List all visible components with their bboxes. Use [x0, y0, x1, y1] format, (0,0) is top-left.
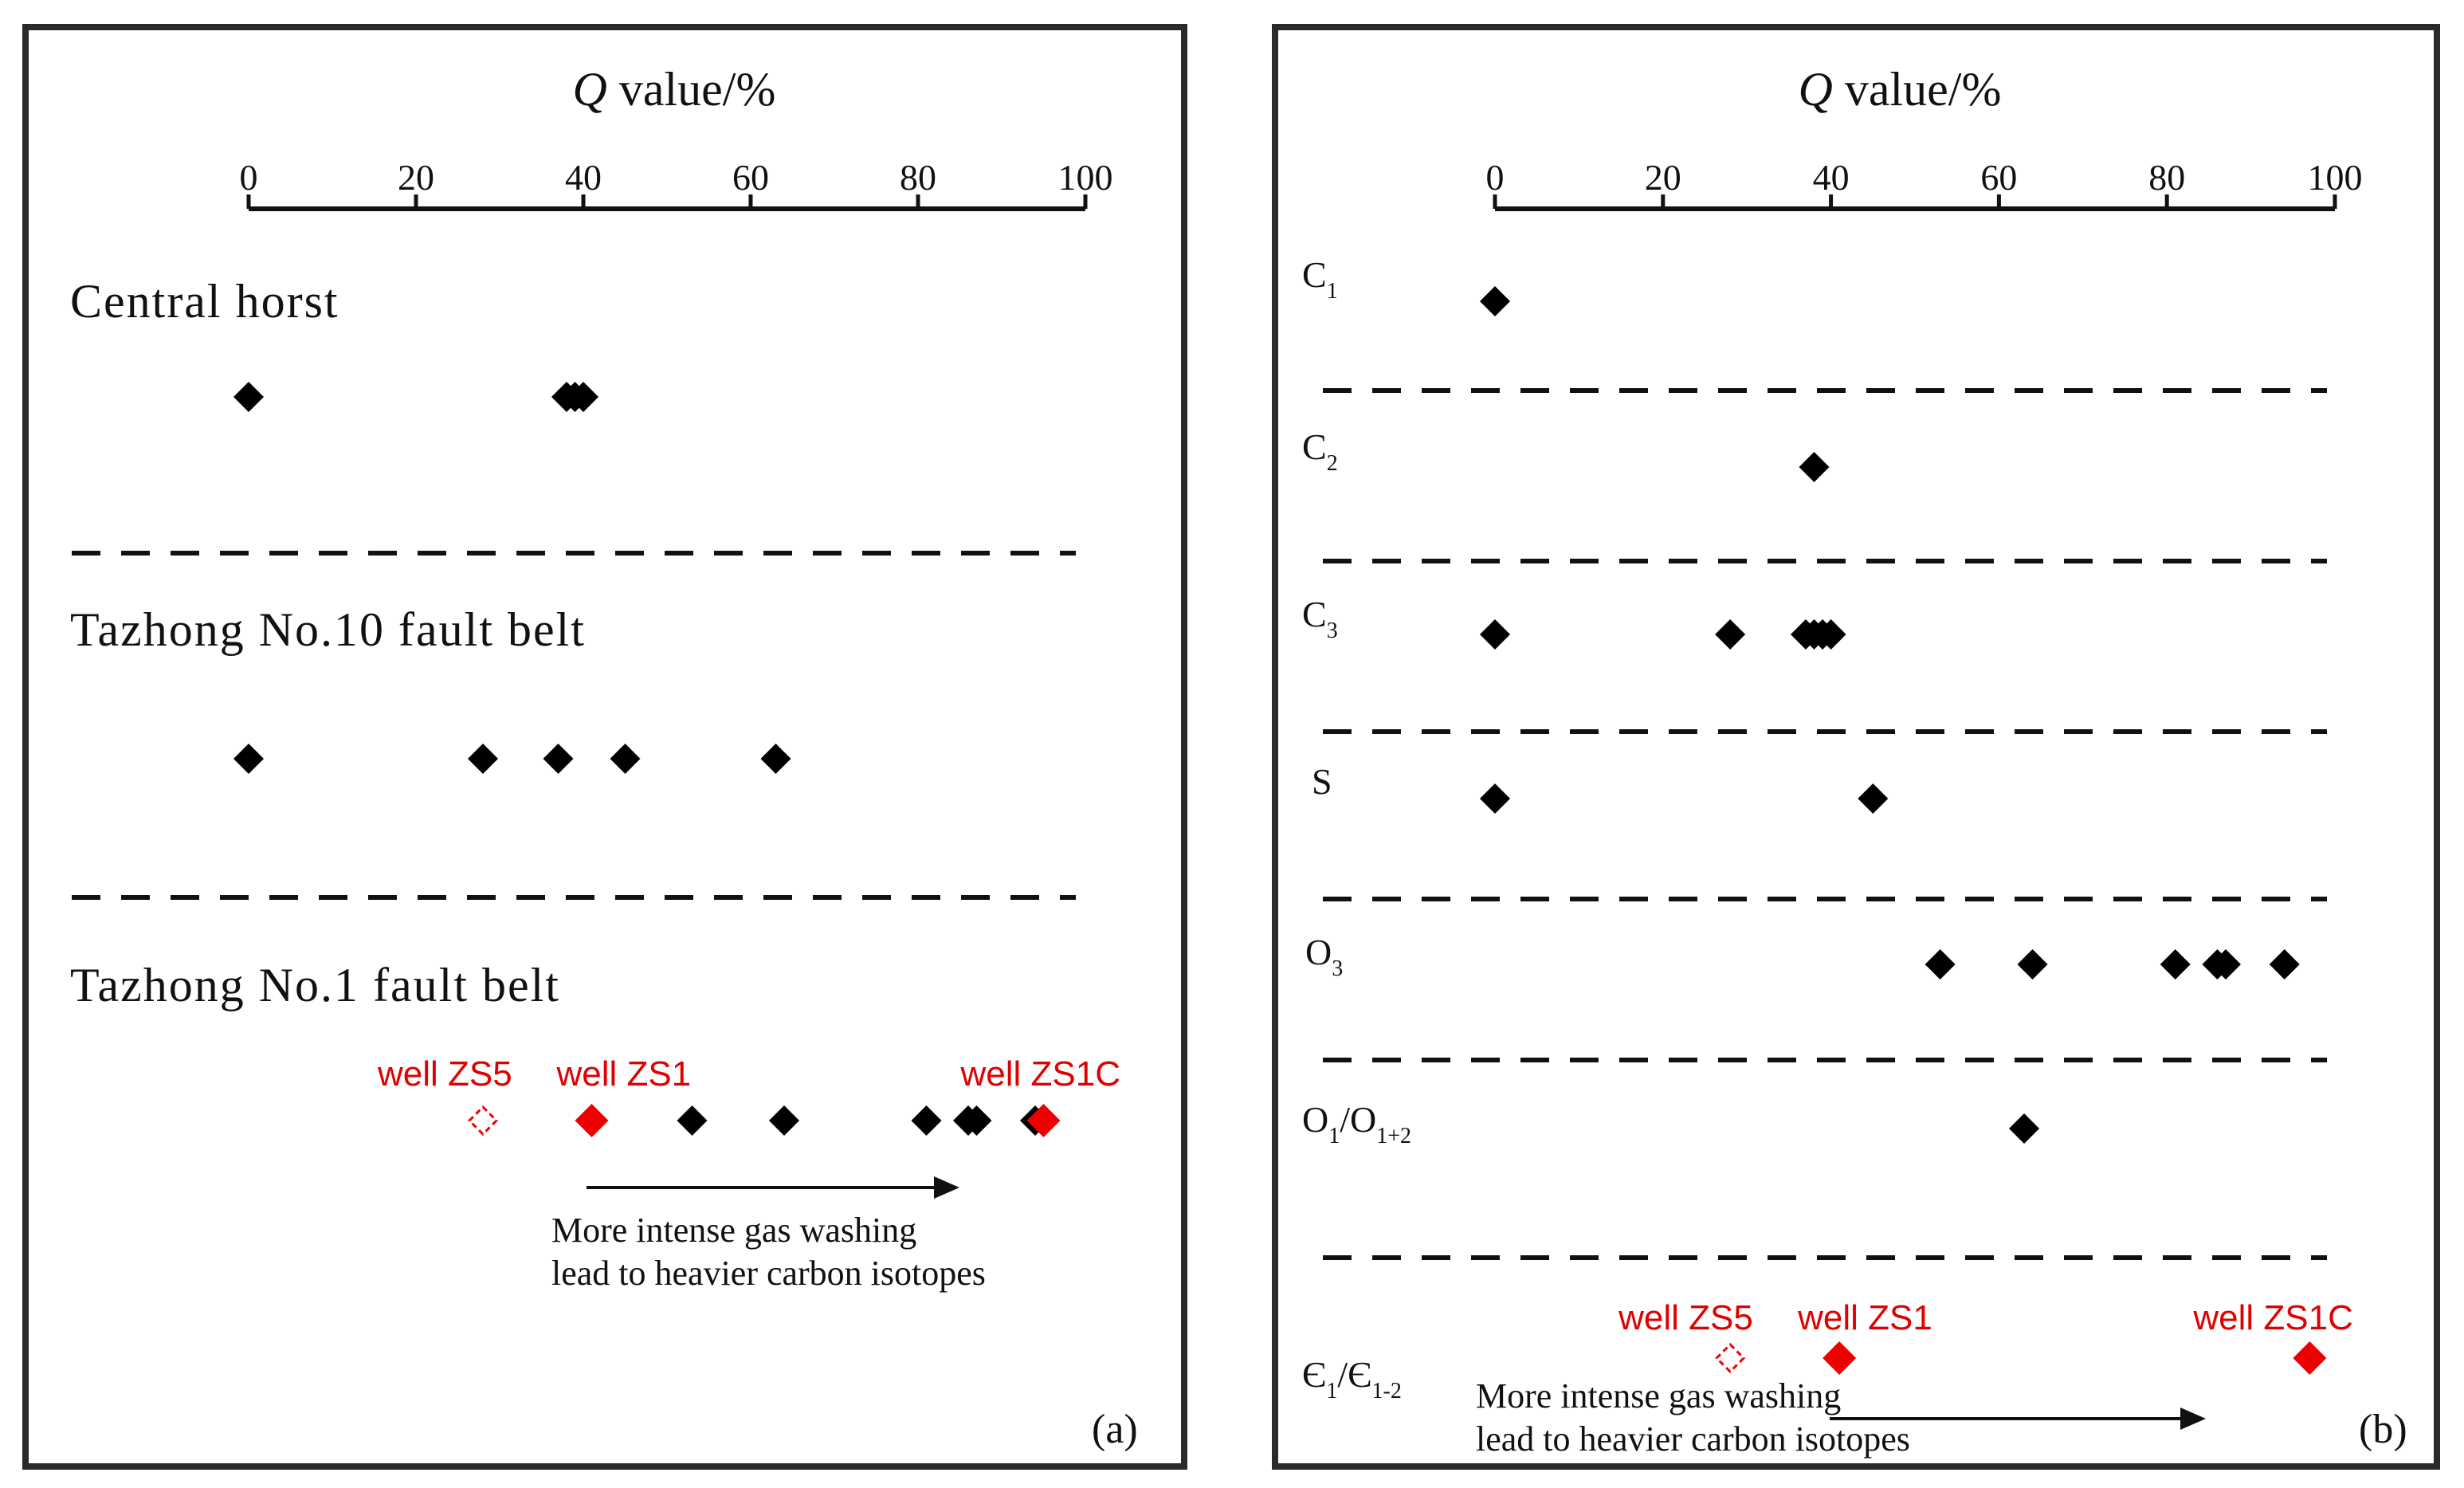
panel-1-group-4-point-2 [2160, 949, 2191, 980]
panel-1-group-4-point-0 [1925, 949, 1956, 980]
panel-1-group-2-point-5 [1815, 619, 1846, 650]
panel-1-tick-label-100: 100 [2308, 157, 2363, 198]
panel-a-group-label-tazhong-no10: Tazhong No.10 fault belt [70, 603, 586, 656]
panel-a-group-label-central-horst: Central horst [70, 275, 339, 328]
panel-0-tick-label-80: 80 [900, 157, 936, 198]
panel-1-tick-label-80: 80 [2148, 157, 2185, 198]
panel-b-group-label-c2: C2 [1302, 426, 1338, 476]
panel-0-group-1-point-2 [543, 744, 574, 774]
panel-b-wells: well ZS5 well ZS1 well ZS1C [1618, 1298, 2353, 1375]
panel-b-group-label-o1: O1/O1+2 [1302, 1099, 1411, 1148]
panel-a-wells: well ZS5 well ZS1 well ZS1C [377, 1054, 1120, 1137]
panel-b-arrow-head [2180, 1408, 2206, 1430]
panel-1-group-2-point-0 [1480, 619, 1510, 650]
panel-b-group-label-o3: O3 [1305, 932, 1343, 981]
panel-0-tick-label-20: 20 [398, 157, 434, 198]
panel-1-well-marker-0 [1714, 1342, 1746, 1374]
panel-1-well-marker-2 [2293, 1341, 2327, 1375]
panel-1-group-4-point-4 [2210, 949, 2241, 980]
panel-0-well-marker-0 [467, 1105, 499, 1137]
panel-0-well-marker-1 [575, 1104, 609, 1137]
panel-0-group-0-point-3 [568, 382, 598, 412]
panel-a-frame [22, 24, 1187, 1470]
panel-a-group-label-tazhong-no1: Tazhong No.1 fault belt [70, 959, 560, 1011]
panel-1-group-4-point-1 [2017, 949, 2048, 980]
panel-0-group-1-point-3 [610, 744, 641, 774]
panel-1-group-3-point-0 [1480, 783, 1510, 814]
panel-b-frame [1272, 24, 2440, 1470]
panel-0-well-label-1: well ZS1 [556, 1054, 692, 1093]
panel-1-group-2-point-1 [1715, 619, 1746, 650]
panel-0-group-1-point-4 [760, 744, 791, 774]
panel-0-tick-label-40: 40 [565, 157, 602, 198]
panel-1-tick-label-60: 60 [1980, 157, 2017, 198]
panel-a-label: (a) [1092, 1407, 1138, 1452]
panel-b-axis-title: Q value/% [1799, 63, 2002, 116]
panel-b-group-label-e1: Є1/Є1-2 [1302, 1354, 1402, 1404]
panel-1-tick-label-20: 20 [1645, 157, 1681, 198]
panel-b-note-line-1: More intense gas washing [1476, 1376, 1841, 1415]
panel-b-group-label-s: S [1312, 761, 1332, 802]
panel-a-points [233, 382, 1050, 1136]
panel-a-note-line-1: More intense gas washing [551, 1211, 916, 1250]
panel-0-group-2-point-1 [769, 1105, 799, 1136]
panel-1-group-3-point-1 [1858, 783, 1889, 814]
panel-a-arrow-head [934, 1176, 959, 1199]
panel-b-note-line-2: lead to heavier carbon isotopes [1476, 1419, 1910, 1459]
panel-0-well-label-0: well ZS5 [377, 1054, 512, 1093]
panel-b-group-label-c1: C1 [1302, 254, 1338, 304]
panel-a-note-line-2: lead to heavier carbon isotopes [551, 1254, 986, 1293]
panel-0-group-2-point-4 [961, 1105, 992, 1136]
panel-1-tick-label-40: 40 [1813, 157, 1850, 198]
panel-1-well-marker-1 [1822, 1341, 1857, 1375]
panel-1-well-label-2: well ZS1C [2192, 1298, 2353, 1337]
panel-b-group-label-c3: C3 [1302, 594, 1338, 643]
panel-a-axis-title: Q value/% [573, 63, 776, 116]
panel-0-tick-label-60: 60 [732, 157, 769, 198]
panel-0-group-2-point-2 [911, 1105, 942, 1136]
panel-0-group-1-point-0 [233, 744, 264, 774]
panel-0-group-0-point-0 [233, 382, 264, 412]
panel-1-well-label-1: well ZS1 [1797, 1298, 1932, 1337]
panel-0-tick-label-100: 100 [1058, 157, 1113, 198]
panel-1-group-5-point-0 [2009, 1113, 2040, 1144]
panel-b-x-axis: 0 20 40 60 80 100 [1486, 157, 2363, 211]
panel-1-group-0-point-0 [1480, 286, 1510, 316]
panel-1-group-1-point-0 [1799, 452, 1830, 482]
panel-0-group-1-point-1 [468, 744, 498, 774]
panel-a: Q value/% 0 20 40 60 80 100 Central horst Taz… [70, 63, 1138, 1452]
panel-b-label: (b) [2359, 1407, 2407, 1452]
panel-0-well-label-2: well ZS1C [960, 1054, 1121, 1093]
panel-0-group-2-point-0 [677, 1105, 708, 1136]
panel-0-well-marker-2 [1026, 1104, 1061, 1137]
panel-a-x-axis: 0 20 40 60 80 100 [240, 157, 1113, 211]
panel-1-well-label-0: well ZS5 [1618, 1298, 1753, 1337]
panel-b: Q value/% 0 20 40 60 80 100 C1 C2 C3 S O3 O1/… [1302, 63, 2407, 1459]
panel-1-group-4-point-5 [2269, 949, 2300, 980]
panel-b-points [1480, 286, 2300, 1144]
panel-1-tick-label-0: 0 [1486, 157, 1505, 198]
panel-0-tick-label-0: 0 [240, 157, 258, 198]
